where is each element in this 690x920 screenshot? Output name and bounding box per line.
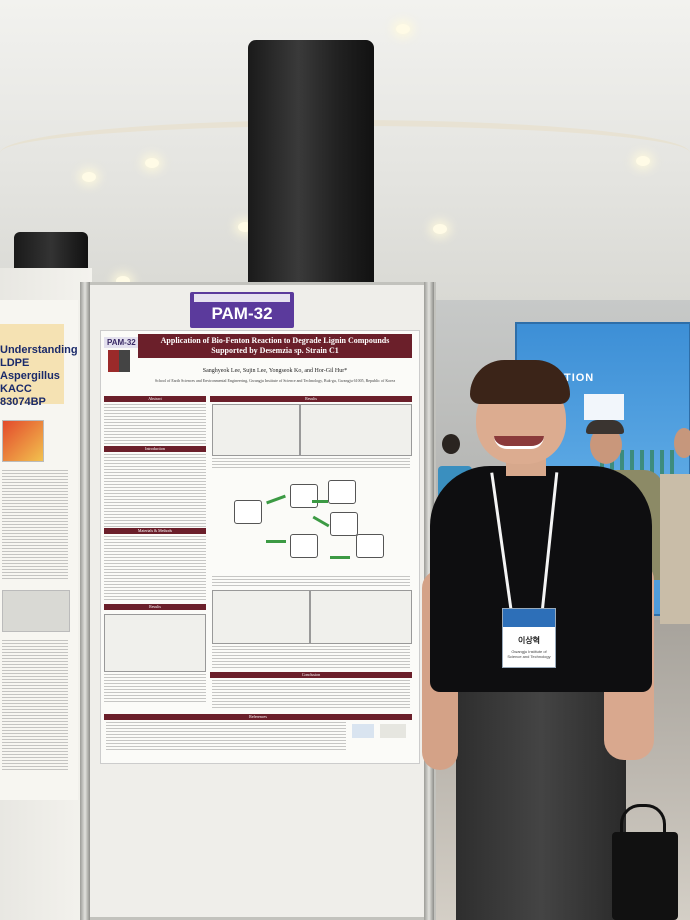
molecule-structure (356, 534, 384, 558)
section-label: Introduction (145, 446, 165, 451)
left-poster-title: Understanding LDPE Aspergillus KACC 8307… (0, 344, 78, 408)
molecule-structure (330, 512, 358, 536)
section-header: Results (104, 604, 206, 610)
board-post (80, 282, 90, 920)
sponsor-logo-icon (352, 724, 374, 738)
section-label: Conclusion (301, 672, 321, 677)
ceiling-light (82, 172, 96, 182)
background-person-coat (660, 474, 690, 624)
board-number-sign: PAM-32 (190, 292, 294, 328)
section-label: Results (149, 604, 161, 609)
molecule-structure (290, 484, 318, 508)
ceiling-light (145, 158, 159, 168)
ceiling-light (396, 24, 410, 34)
results-chart (310, 590, 412, 644)
results-chart (212, 404, 300, 456)
results-chart (212, 590, 310, 644)
introduction-text (104, 454, 206, 528)
molecule-structure (290, 534, 318, 558)
section-header: Materials & Methods (104, 528, 206, 534)
badge-name: 이상혁 (517, 636, 541, 645)
left-poster-chart (2, 590, 70, 632)
reaction-arrow (266, 540, 286, 543)
person-hair (470, 360, 570, 404)
background-person (442, 434, 460, 454)
sponsor-logo-icon (380, 724, 406, 738)
section-label: References (249, 714, 267, 719)
ceiling-light (636, 156, 650, 166)
name-badge: 이상혁 Gwangju Institute of Science and Tec… (502, 608, 556, 668)
university-logo-icon (108, 350, 130, 372)
molecule-structure (328, 480, 356, 504)
results-chart (104, 614, 206, 672)
section-label: Results (305, 396, 317, 401)
section-header: Conclusion (210, 672, 412, 678)
board-number: PAM-32 (211, 304, 273, 323)
bag-handle (620, 804, 666, 844)
section-header: Results (210, 396, 412, 402)
poster-title: Application of Bio-Fenton Reaction to De… (160, 336, 390, 355)
board-label-strip (194, 294, 290, 302)
figure-caption (212, 458, 410, 468)
left-poster-highlight (0, 324, 64, 404)
figure-caption (212, 576, 410, 586)
section-header: Abstract (104, 396, 206, 402)
left-poster-text (2, 470, 68, 580)
section-header: Introduction (104, 446, 206, 452)
ceiling-light (238, 222, 252, 232)
references-text (106, 722, 346, 752)
badge-affiliation: Gwangju Institute of Science and Technol… (507, 649, 551, 659)
poster-title-bar (138, 334, 412, 358)
molecule-structure (234, 500, 262, 524)
results-caption (104, 674, 206, 704)
section-label: Materials & Methods (137, 528, 173, 533)
black-tote-bag (612, 832, 678, 920)
conclusion-text (212, 680, 410, 710)
left-poster-figure (2, 420, 44, 462)
figure-caption (212, 646, 410, 668)
section-header: References (104, 714, 412, 720)
black-pillar (248, 40, 374, 300)
banner-card (584, 394, 624, 420)
results-table (300, 404, 412, 456)
ceiling-light (433, 224, 447, 234)
abstract-text (104, 404, 206, 444)
person-trousers (456, 680, 626, 920)
person-smile (494, 436, 544, 449)
section-label: Abstract (148, 396, 162, 401)
reaction-arrow (312, 500, 328, 503)
poster-authors: Sanghyeok Lee, Sujin Lee, Yongseok Ko, a… (202, 368, 348, 374)
left-poster-text (2, 640, 68, 770)
methods-text (104, 536, 206, 602)
poster-code: PAM-32 (104, 337, 139, 348)
background-person (674, 428, 690, 458)
badge-header-strip (503, 609, 555, 627)
background-person-hair (586, 420, 624, 434)
poster-affiliation: School of Earth Sciences and Environment… (154, 378, 396, 383)
reaction-arrow (330, 556, 350, 559)
ceiling-light (116, 276, 130, 286)
